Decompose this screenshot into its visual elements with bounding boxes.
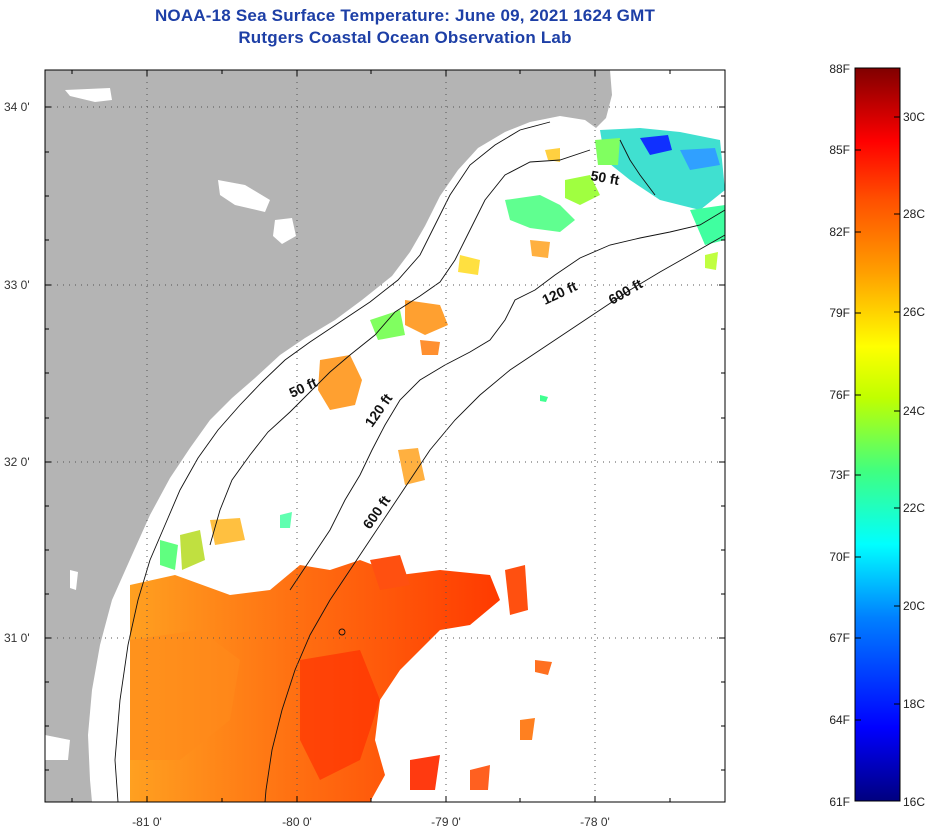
lat-label-33: 33 0' [4,278,30,292]
lon-label-80: -80 0' [282,815,312,829]
lat-label-34: 34 0' [4,100,30,114]
lat-label-32: 32 0' [4,455,30,469]
cb-label-30c: 30C [903,110,925,124]
colorbar-ticks [855,116,900,721]
cb-label-82f: 82F [829,225,850,239]
lon-label-81: -81 0' [132,815,162,829]
cb-label-61f: 61F [829,795,850,809]
cb-label-64f: 64F [829,713,850,727]
lat-label-31: 31 0' [4,631,30,645]
cb-label-28c: 28C [903,207,925,221]
depth-contours [114,121,725,802]
cb-label-16c: 16C [903,795,925,809]
map-title: NOAA-18 Sea Surface Temperature: June 09… [154,6,656,25]
cb-label-88f: 88F [829,62,850,76]
cb-label-76f: 76F [829,388,850,402]
map-subtitle: Rutgers Coastal Ocean Observation Lab [238,28,572,47]
lon-label-79: -79 0' [431,815,461,829]
axis-ticks [45,70,725,802]
land-mass [45,70,612,802]
cb-label-67f: 67F [829,631,850,645]
cb-label-22c: 22C [903,501,925,515]
sst-patches [130,128,725,802]
cb-label-24c: 24C [903,404,925,418]
graticule [45,70,725,802]
cb-label-26c: 26C [903,305,925,319]
lon-label-78: -78 0' [580,815,610,829]
cb-label-70f: 70F [829,550,850,564]
cb-label-73f: 73F [829,468,850,482]
cb-label-18c: 18C [903,697,925,711]
cb-label-85f: 85F [829,143,850,157]
cb-label-79f: 79F [829,306,850,320]
contour-label-50ft-north: 50 ft [589,167,620,188]
colorbar [854,67,901,802]
cb-label-20c: 20C [903,599,925,613]
